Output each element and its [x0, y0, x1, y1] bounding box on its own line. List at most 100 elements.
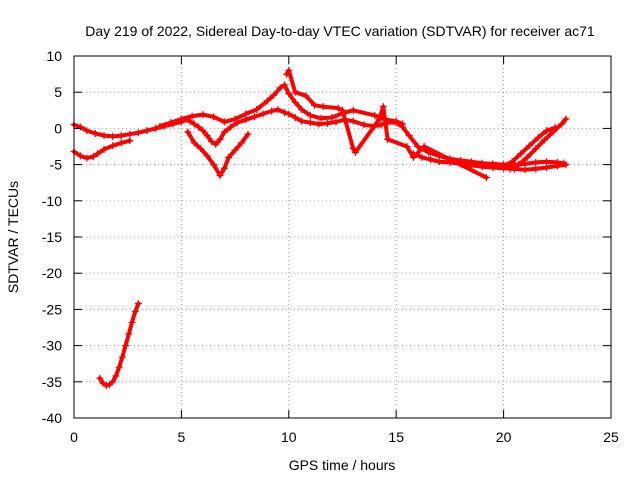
data-point [199, 111, 207, 119]
data-point [420, 143, 428, 150]
data-point [177, 115, 185, 123]
y-tick-labels: -40 -35 -30 -25 -20 -15 -10 -5 0 5 10 [42, 48, 62, 426]
data-point [349, 117, 357, 125]
data-point [270, 91, 278, 99]
y-tick-label: -35 [42, 374, 62, 390]
chart-title: Day 219 of 2022, Sidereal Day-to-day VTE… [85, 23, 595, 39]
series-dip-band [184, 128, 252, 179]
data-point [414, 143, 422, 150]
data-point [371, 111, 379, 119]
y-tick-label: -15 [42, 229, 62, 245]
data-point [220, 118, 228, 126]
x-tick-label: 5 [178, 429, 186, 445]
series-evening-band [409, 150, 570, 174]
data-point [83, 154, 91, 162]
data-point [328, 114, 336, 122]
data-point [199, 127, 207, 135]
data-point [186, 117, 194, 125]
data-point [534, 134, 542, 142]
data-point [291, 98, 299, 106]
data-point [379, 103, 387, 111]
data-point [405, 132, 413, 140]
data-point [109, 378, 117, 386]
x-tick-label: 10 [281, 429, 297, 445]
data-point [83, 127, 91, 135]
data-point [76, 152, 84, 160]
data-point [375, 116, 383, 124]
data-point [298, 106, 306, 114]
data-point [152, 124, 160, 132]
data-point [109, 142, 117, 150]
series-lower-band [70, 137, 134, 162]
data-point [482, 174, 490, 182]
y-tick-label: -10 [42, 193, 62, 209]
data-point [532, 165, 540, 173]
data-point [323, 119, 331, 127]
data-point [543, 127, 551, 135]
data-point [532, 145, 540, 153]
data-point [317, 114, 325, 122]
data-point [195, 123, 203, 131]
x-tick-label: 25 [603, 429, 619, 445]
data-point [283, 70, 291, 78]
data-point [126, 130, 134, 138]
data-point [125, 330, 133, 338]
data-point [100, 145, 108, 153]
data-point [244, 130, 252, 138]
data-point [285, 66, 293, 74]
data-point [319, 103, 327, 111]
data-point [220, 164, 228, 172]
data-point [377, 121, 385, 129]
data-point [100, 132, 108, 140]
data-point [418, 153, 426, 161]
data-point [562, 115, 570, 123]
y-axis-title: SDTVAR / TECUs [5, 181, 21, 293]
data-point [276, 84, 284, 92]
data-point [212, 140, 220, 148]
data-point [403, 143, 411, 150]
data-point [203, 152, 211, 160]
data-point [117, 132, 125, 140]
data-point [117, 139, 125, 147]
y-tick-label: -25 [42, 301, 62, 317]
data-point [216, 135, 224, 143]
data-point [225, 153, 233, 161]
data-point [197, 145, 205, 153]
x-tick-label: 20 [496, 429, 512, 445]
data-point [91, 129, 99, 137]
data-point [128, 318, 136, 326]
series-trace [157, 83, 405, 129]
data-point [315, 120, 323, 128]
data-point [523, 153, 531, 161]
data-point [467, 161, 475, 169]
data-point [515, 161, 523, 169]
series-trace [97, 301, 141, 388]
data-point [207, 137, 215, 145]
data-point [253, 106, 261, 114]
data-point [508, 158, 516, 166]
data-point [96, 374, 104, 382]
data-point [553, 162, 561, 170]
data-point [558, 120, 566, 128]
y-tick-label: -30 [42, 338, 62, 354]
data-point [285, 90, 293, 98]
data-point [242, 110, 250, 118]
grid-lines [74, 56, 611, 418]
data-point [489, 163, 497, 171]
data-point [118, 353, 126, 361]
series-trace [508, 117, 568, 171]
data-point [281, 108, 289, 116]
data-point [220, 128, 228, 136]
data-point [392, 117, 400, 125]
data-point [532, 158, 540, 166]
data-point [143, 127, 151, 135]
data-point [126, 137, 134, 145]
series-descending-arc [96, 300, 142, 389]
data-point [298, 117, 306, 125]
x-tick-label: 0 [70, 429, 78, 445]
data-point [525, 142, 533, 150]
data-point [94, 150, 102, 158]
y-tick-label: -40 [42, 410, 62, 426]
data-point [521, 166, 529, 174]
